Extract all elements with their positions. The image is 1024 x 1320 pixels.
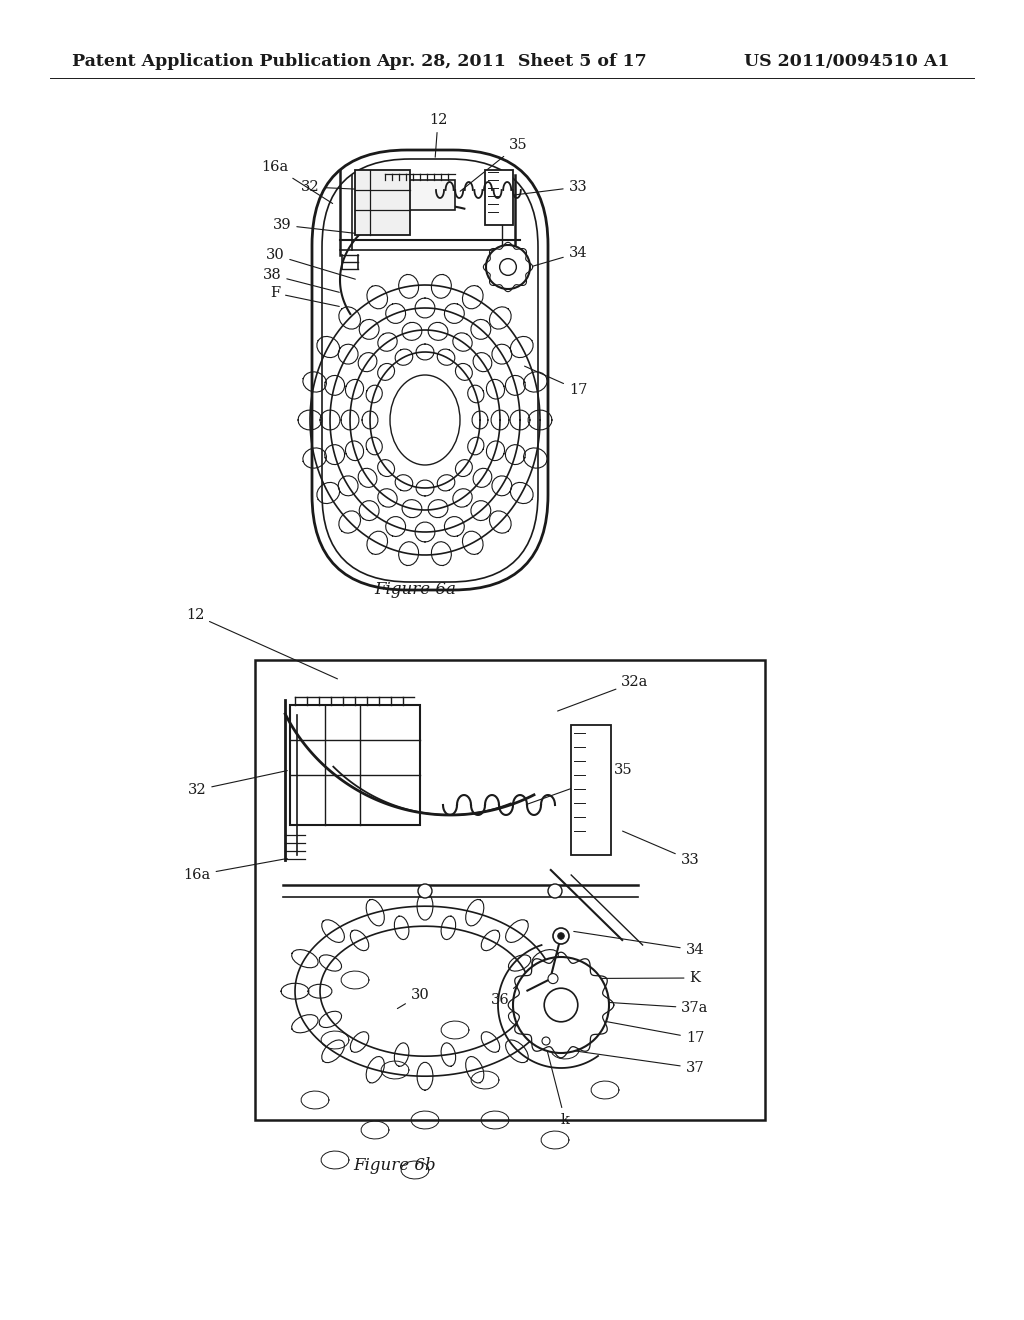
Bar	[355, 170, 410, 235]
Text: K: K	[564, 972, 700, 985]
Text: 32: 32	[187, 771, 288, 797]
Text: 12: 12	[185, 609, 338, 678]
Bar	[485, 170, 513, 224]
Text: 33: 33	[501, 180, 588, 197]
Text: Apr. 28, 2011  Sheet 5 of 17: Apr. 28, 2011 Sheet 5 of 17	[377, 54, 647, 70]
Ellipse shape	[390, 375, 460, 465]
Circle shape	[548, 974, 558, 983]
Text: 30: 30	[397, 987, 429, 1008]
Circle shape	[544, 989, 578, 1022]
Text: 35: 35	[527, 763, 632, 804]
FancyBboxPatch shape	[312, 150, 548, 590]
Text: 17: 17	[597, 1020, 705, 1045]
Bar	[255, 660, 765, 1119]
Text: 34: 34	[532, 246, 588, 267]
Bar	[571, 725, 611, 855]
Circle shape	[558, 933, 564, 940]
Circle shape	[542, 1038, 550, 1045]
Circle shape	[553, 928, 569, 944]
Text: 39: 39	[272, 218, 368, 235]
Circle shape	[548, 884, 562, 898]
Text: 37a: 37a	[573, 1001, 709, 1015]
Circle shape	[513, 957, 609, 1053]
Text: Figure 6b: Figure 6b	[353, 1156, 436, 1173]
Text: 32a: 32a	[558, 675, 648, 711]
Text: 37: 37	[559, 1048, 705, 1074]
Circle shape	[486, 246, 530, 289]
Circle shape	[500, 259, 516, 276]
Text: 34: 34	[573, 932, 705, 957]
Text: F: F	[270, 286, 339, 306]
Text: US 2011/0094510 A1: US 2011/0094510 A1	[744, 54, 950, 70]
Text: 36: 36	[490, 972, 532, 1007]
Bar	[385, 180, 455, 210]
Text: 16a: 16a	[261, 160, 333, 203]
Text: 30: 30	[265, 248, 355, 280]
Circle shape	[418, 884, 432, 898]
Text: 33: 33	[623, 832, 699, 867]
Text: k: k	[547, 1048, 569, 1127]
Text: 17: 17	[524, 366, 587, 397]
Text: 16a: 16a	[183, 858, 288, 882]
Text: 32: 32	[301, 180, 373, 194]
Bar	[290, 705, 420, 825]
Text: 12: 12	[429, 114, 447, 157]
Text: Patent Application Publication: Patent Application Publication	[72, 54, 372, 70]
Text: 38: 38	[262, 268, 339, 292]
Text: 35: 35	[460, 139, 527, 191]
Text: Figure 6a: Figure 6a	[374, 582, 456, 598]
